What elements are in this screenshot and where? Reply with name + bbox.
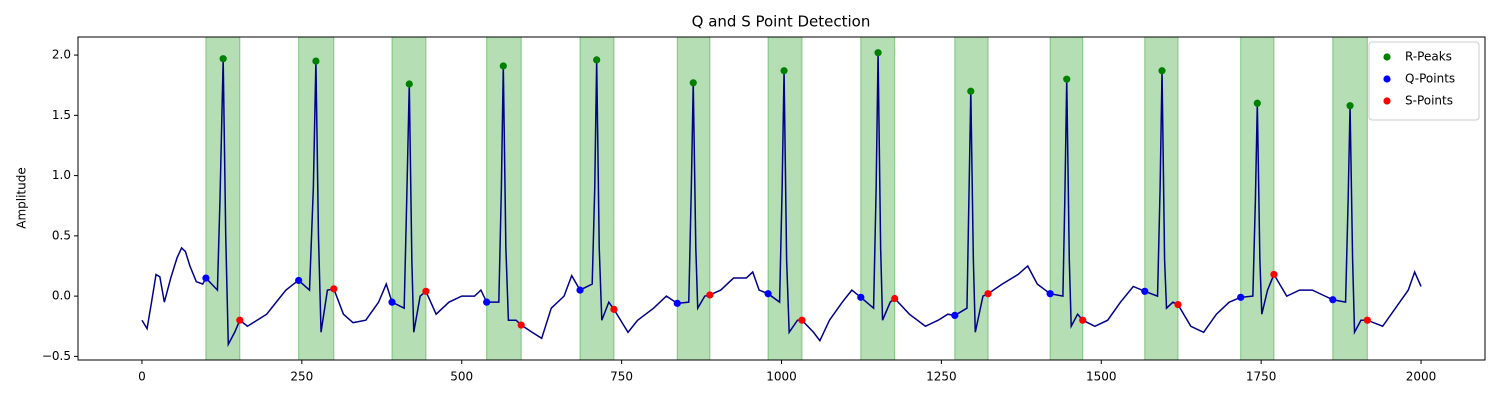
point: [1063, 75, 1071, 83]
legend-box: [1368, 41, 1480, 121]
point: [593, 56, 601, 64]
point: [312, 57, 320, 65]
legend-label: S-Points: [1405, 94, 1453, 108]
y-axis-label: Amplitude: [15, 167, 29, 229]
point: [499, 62, 507, 70]
qrs-span: [1332, 36, 1368, 361]
point: [1158, 67, 1166, 75]
point: [1046, 290, 1054, 298]
legend-marker: [1383, 53, 1391, 61]
x-tick-label: 1000: [766, 370, 797, 384]
point: [951, 311, 959, 320]
point: [610, 305, 618, 313]
point: [764, 290, 772, 298]
x-tick-label: 2000: [1406, 370, 1437, 384]
point: [798, 316, 806, 324]
point: [689, 79, 697, 87]
point: [1270, 270, 1278, 279]
point: [1253, 99, 1261, 107]
point: [295, 276, 303, 285]
y-tick-label: 0.0: [52, 289, 71, 303]
point: [330, 285, 338, 293]
y-tick-label: 1.0: [52, 168, 71, 182]
legend-marker: [1383, 75, 1391, 83]
legend: R-Peaks Q-Points S-Points: [1368, 41, 1480, 121]
point: [1079, 316, 1087, 324]
point: [236, 316, 244, 324]
x-tick-label: 1250: [926, 370, 957, 384]
point: [706, 291, 714, 299]
legend-label: Q-Points: [1405, 72, 1455, 86]
point: [576, 286, 584, 294]
qrs-span: [767, 36, 803, 361]
y-tick-label: 0.5: [52, 228, 71, 242]
y-tick-label: −0.5: [42, 349, 71, 363]
point: [891, 294, 899, 303]
y-tick-label: 1.5: [52, 108, 71, 122]
point: [857, 293, 865, 301]
point: [780, 67, 788, 75]
point: [405, 80, 413, 88]
point: [1346, 102, 1354, 110]
legend-label: R-Peaks: [1405, 50, 1452, 64]
x-tick-label: 250: [290, 370, 313, 384]
x-tick-label: 0: [138, 370, 146, 384]
point: [1363, 316, 1371, 324]
legend-marker: [1383, 97, 1391, 105]
chart-title: Q and S Point Detection: [692, 13, 871, 31]
point: [1174, 300, 1182, 309]
qrs-span: [954, 36, 989, 361]
point: [967, 87, 975, 95]
point: [874, 49, 882, 57]
qrs-span: [1240, 36, 1275, 361]
x-tick-label: 1500: [1086, 370, 1117, 384]
point: [517, 321, 525, 329]
point: [984, 290, 992, 298]
point: [1141, 287, 1149, 295]
point: [388, 298, 396, 306]
x-tick-label: 1750: [1246, 370, 1277, 384]
y-tick-label: 2.0: [52, 48, 71, 62]
point: [219, 55, 227, 63]
point: [202, 274, 210, 282]
point: [1237, 293, 1245, 301]
point: [1329, 296, 1337, 304]
point: [673, 299, 681, 307]
point: [483, 298, 491, 306]
point: [422, 287, 430, 295]
x-tick-label: 500: [450, 370, 473, 384]
x-tick-label: 750: [610, 370, 633, 384]
